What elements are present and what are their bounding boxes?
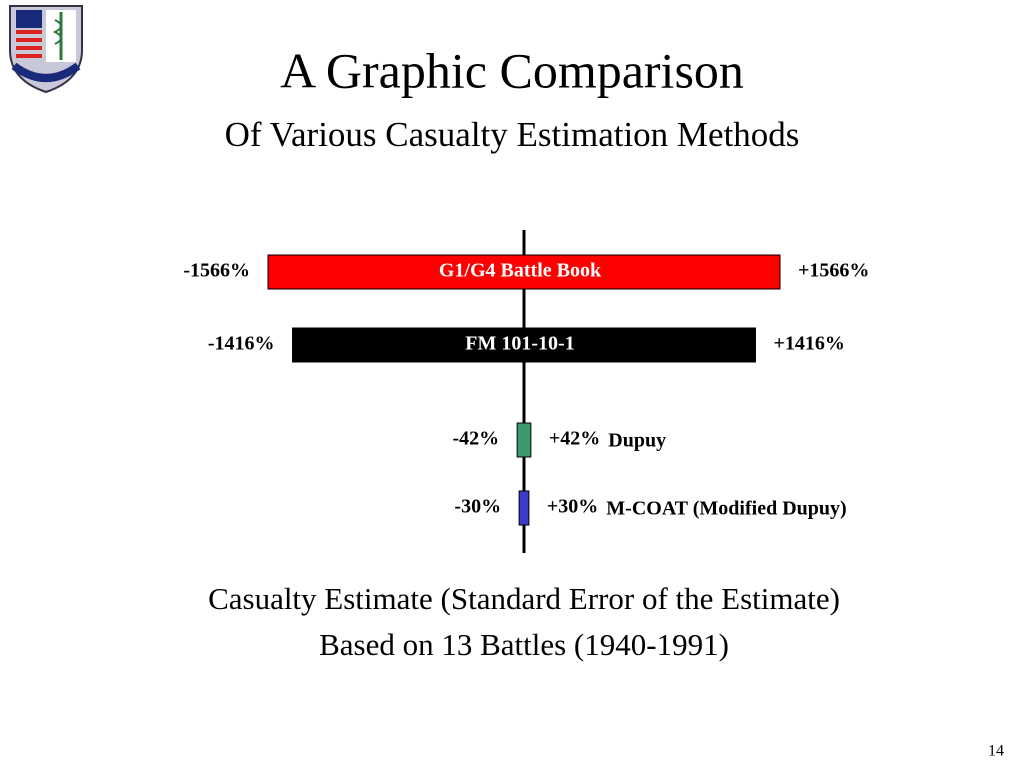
high-label: +42%: [549, 428, 600, 450]
caption: Based on 13 Battles (1940-1991): [319, 627, 729, 662]
series-name: Dupuy: [608, 430, 666, 452]
low-label: -30%: [454, 496, 501, 518]
subtitle: Of Various Casualty Estimation Methods: [225, 115, 800, 154]
series-name: FM 101-10-1: [465, 333, 574, 355]
title: A Graphic Comparison: [280, 42, 744, 98]
low-label: -42%: [452, 428, 499, 450]
logo: [9, 5, 83, 94]
low-label: -1416%: [208, 333, 275, 355]
range-bar: [267, 254, 781, 290]
page-number: 14: [988, 743, 1004, 760]
low-label: -1566%: [183, 260, 250, 282]
caption: Casualty Estimate (Standard Error of the…: [208, 581, 840, 616]
high-label: +1566%: [798, 260, 869, 282]
series-name: G1/G4 Battle Book: [439, 260, 602, 282]
range-bar: [516, 422, 532, 458]
series-name: M-COAT (Modified Dupuy): [606, 498, 846, 520]
high-label: +30%: [547, 496, 598, 518]
range-bar: [518, 490, 530, 526]
high-label: +1416%: [773, 333, 844, 355]
range-bar: [292, 327, 756, 363]
